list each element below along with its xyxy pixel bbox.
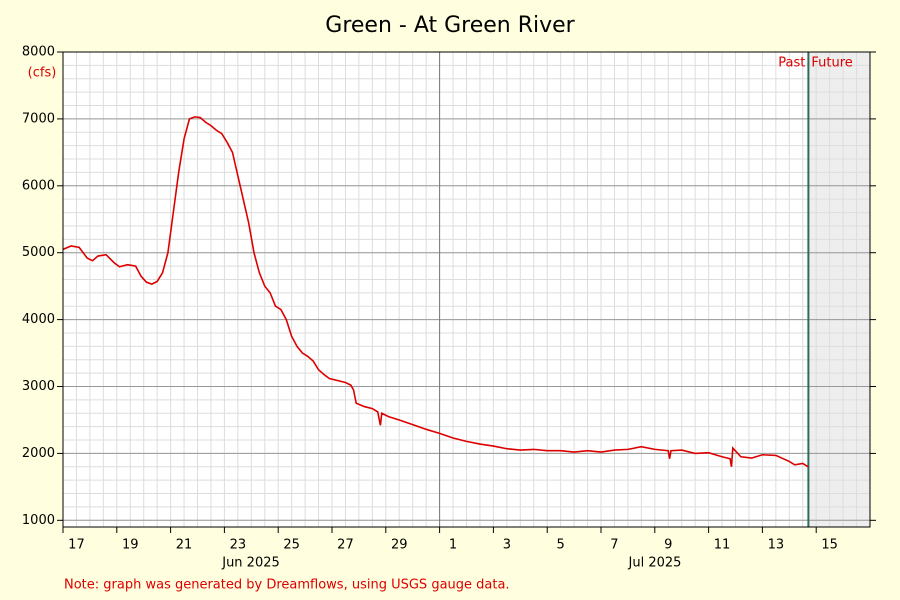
x-tick-label: 17 [68,538,85,553]
x-tick-label: 21 [176,538,193,553]
x-tick-label: 5 [557,538,565,553]
month-label: Jun 2025 [221,556,280,571]
future-region [808,52,870,527]
y-tick-label: 2000 [22,446,55,461]
month-label: Jul 2025 [628,556,682,571]
x-tick-label: 13 [768,538,785,553]
x-tick-label: 11 [714,538,731,553]
plot-frame [62,51,871,528]
x-tick-label: 15 [821,538,838,553]
past-label: Past [778,56,805,71]
x-tick-label: 29 [391,538,408,553]
x-tick-label: 23 [230,538,247,553]
y-tick-label: 4000 [22,312,55,327]
x-tick-label: 25 [283,538,300,553]
x-tick-label: 7 [610,538,618,553]
y-axis-label: (cfs) [28,66,57,81]
flow-line [62,116,809,468]
chart-title: Green - At Green River [325,13,575,38]
y-tick-label: 1000 [22,513,55,528]
y-tick-label: 6000 [22,178,55,193]
x-tick-label: 1 [449,538,457,553]
x-tick-label: 27 [337,538,354,553]
x-tick-label: 19 [122,538,139,553]
note: Note: graph was generated by Dreamflows,… [64,578,510,593]
x-tick-label: 3 [503,538,511,553]
y-tick-label: 7000 [22,111,55,126]
y-tick-label: 5000 [22,245,55,260]
y-tick-label: 8000 [22,45,55,60]
future-label: Future [811,56,852,71]
y-tick-label: 3000 [22,379,55,394]
x-tick-label: 9 [664,538,672,553]
